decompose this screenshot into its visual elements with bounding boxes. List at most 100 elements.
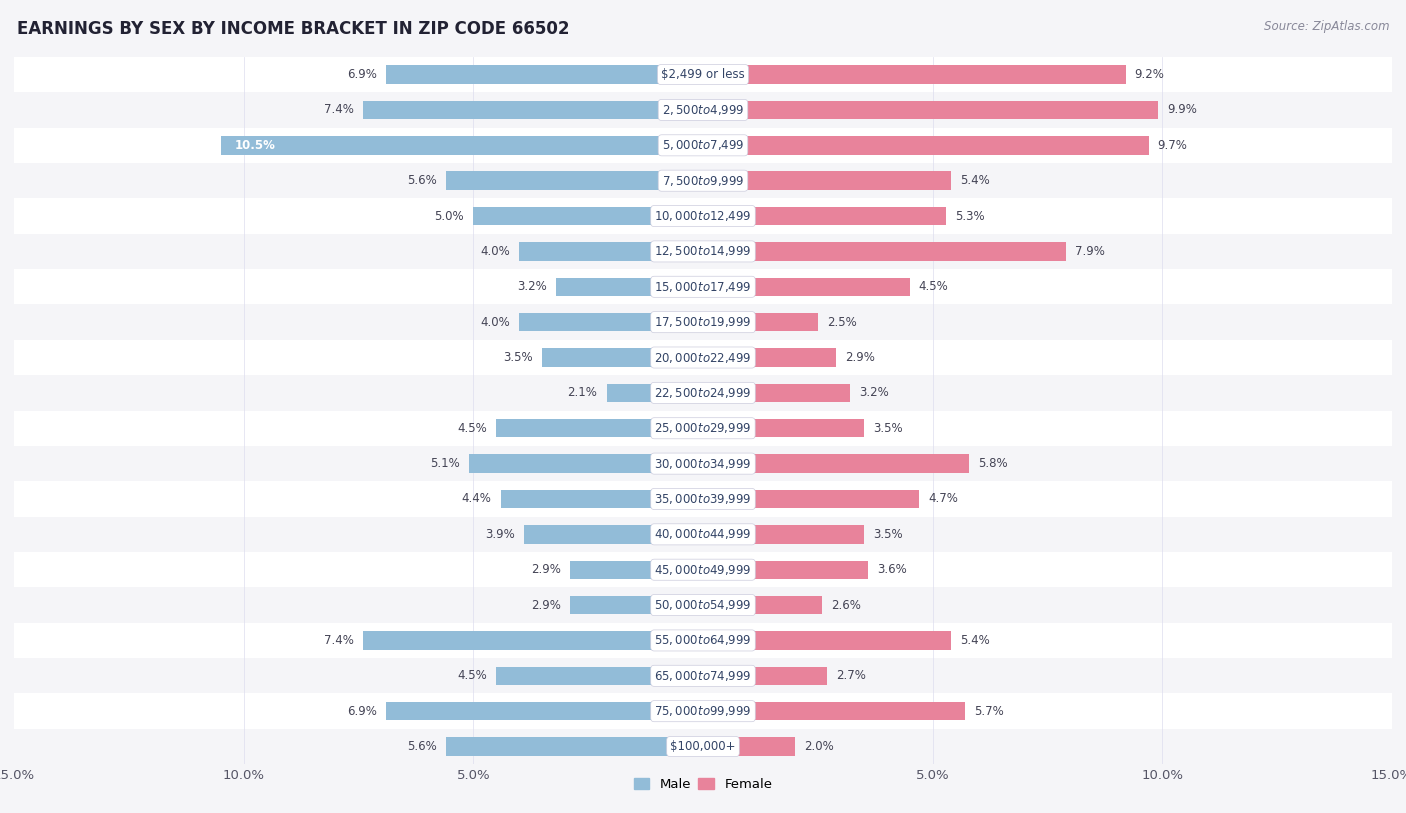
Text: 5.3%: 5.3% <box>956 210 986 223</box>
Text: $45,000 to $49,999: $45,000 to $49,999 <box>654 563 752 576</box>
Text: 5.1%: 5.1% <box>430 457 460 470</box>
Bar <box>703 277 910 296</box>
Text: 7.4%: 7.4% <box>323 103 354 116</box>
Bar <box>14 552 1392 587</box>
Bar <box>703 454 969 473</box>
Bar <box>703 65 1126 84</box>
Text: 4.5%: 4.5% <box>457 422 486 435</box>
Bar <box>14 340 1392 375</box>
Text: 5.4%: 5.4% <box>960 174 990 187</box>
Bar <box>14 481 1392 517</box>
Bar <box>14 587 1392 623</box>
Text: $40,000 to $44,999: $40,000 to $44,999 <box>654 528 752 541</box>
Text: $22,500 to $24,999: $22,500 to $24,999 <box>654 386 752 400</box>
Bar <box>703 489 920 508</box>
Bar <box>703 525 863 544</box>
Text: 5.6%: 5.6% <box>406 174 437 187</box>
Text: $35,000 to $39,999: $35,000 to $39,999 <box>654 492 752 506</box>
Text: $2,499 or less: $2,499 or less <box>661 68 745 81</box>
Bar <box>14 693 1392 729</box>
Bar <box>569 596 703 615</box>
Text: 2.9%: 2.9% <box>845 351 876 364</box>
Bar <box>14 57 1392 92</box>
Bar <box>703 596 823 615</box>
Text: $17,500 to $19,999: $17,500 to $19,999 <box>654 315 752 329</box>
Text: 4.7%: 4.7% <box>928 493 957 506</box>
Bar <box>519 313 703 332</box>
Bar <box>703 702 965 720</box>
Text: 10.5%: 10.5% <box>235 139 276 152</box>
Bar <box>387 65 703 84</box>
Text: Source: ZipAtlas.com: Source: ZipAtlas.com <box>1264 20 1389 33</box>
Text: 7.4%: 7.4% <box>323 634 354 647</box>
Text: 4.5%: 4.5% <box>920 280 949 293</box>
Bar <box>14 446 1392 481</box>
Bar <box>14 163 1392 198</box>
Bar <box>14 233 1392 269</box>
Bar <box>703 631 950 650</box>
Bar <box>543 348 703 367</box>
Text: 9.9%: 9.9% <box>1167 103 1197 116</box>
Text: $20,000 to $22,499: $20,000 to $22,499 <box>654 350 752 364</box>
Text: $5,000 to $7,499: $5,000 to $7,499 <box>662 138 744 152</box>
Text: $15,000 to $17,499: $15,000 to $17,499 <box>654 280 752 293</box>
Bar <box>606 384 703 402</box>
Text: 2.0%: 2.0% <box>804 740 834 753</box>
Text: 4.0%: 4.0% <box>481 315 510 328</box>
Text: 3.9%: 3.9% <box>485 528 515 541</box>
Text: 9.7%: 9.7% <box>1157 139 1188 152</box>
Bar <box>569 560 703 579</box>
Text: 6.9%: 6.9% <box>347 68 377 81</box>
Bar <box>446 172 703 190</box>
Bar <box>703 737 794 756</box>
Text: 5.7%: 5.7% <box>974 705 1004 718</box>
Text: $12,500 to $14,999: $12,500 to $14,999 <box>654 245 752 259</box>
Bar <box>703 207 946 225</box>
Bar <box>703 560 869 579</box>
Bar <box>446 737 703 756</box>
Text: 4.4%: 4.4% <box>461 493 492 506</box>
Bar <box>703 172 950 190</box>
Bar <box>14 198 1392 234</box>
Bar <box>14 623 1392 659</box>
Text: 5.6%: 5.6% <box>406 740 437 753</box>
Text: 3.5%: 3.5% <box>873 422 903 435</box>
Text: 3.5%: 3.5% <box>503 351 533 364</box>
Text: 4.5%: 4.5% <box>457 669 486 682</box>
Text: 2.9%: 2.9% <box>530 563 561 576</box>
Legend: Male, Female: Male, Female <box>628 773 778 797</box>
Text: 2.7%: 2.7% <box>837 669 866 682</box>
Text: EARNINGS BY SEX BY INCOME BRACKET IN ZIP CODE 66502: EARNINGS BY SEX BY INCOME BRACKET IN ZIP… <box>17 20 569 38</box>
Text: 7.9%: 7.9% <box>1076 245 1105 258</box>
Bar <box>555 277 703 296</box>
Text: 2.9%: 2.9% <box>530 598 561 611</box>
Bar <box>363 101 703 120</box>
Text: 2.1%: 2.1% <box>568 386 598 399</box>
Bar <box>501 489 703 508</box>
Text: 5.0%: 5.0% <box>434 210 464 223</box>
Text: 5.8%: 5.8% <box>979 457 1008 470</box>
Text: $65,000 to $74,999: $65,000 to $74,999 <box>654 669 752 683</box>
Bar <box>703 242 1066 261</box>
Text: 3.5%: 3.5% <box>873 528 903 541</box>
Text: 4.0%: 4.0% <box>481 245 510 258</box>
Text: $50,000 to $54,999: $50,000 to $54,999 <box>654 598 752 612</box>
Text: 9.2%: 9.2% <box>1135 68 1164 81</box>
Text: $7,500 to $9,999: $7,500 to $9,999 <box>662 174 744 188</box>
Bar <box>468 454 703 473</box>
Text: 6.9%: 6.9% <box>347 705 377 718</box>
Bar <box>14 659 1392 693</box>
Bar <box>496 667 703 685</box>
Bar <box>14 411 1392 446</box>
Text: $75,000 to $99,999: $75,000 to $99,999 <box>654 704 752 718</box>
Bar <box>496 419 703 437</box>
Bar <box>703 313 818 332</box>
Bar <box>14 269 1392 304</box>
Text: $55,000 to $64,999: $55,000 to $64,999 <box>654 633 752 647</box>
Bar <box>387 702 703 720</box>
Bar <box>703 348 837 367</box>
Bar <box>703 136 1149 154</box>
Bar <box>703 419 863 437</box>
Bar <box>703 667 827 685</box>
Text: 5.4%: 5.4% <box>960 634 990 647</box>
